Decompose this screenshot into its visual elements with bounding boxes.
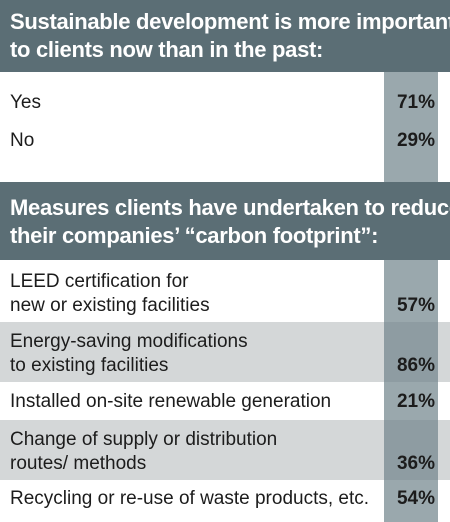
row-label: LEED certification for new or existing f… (10, 270, 210, 318)
row-label-line: to existing facilities (10, 355, 169, 376)
section-1-rows: Yes 71% No 29% (0, 72, 450, 182)
row-value: 54% (396, 488, 435, 509)
section-1-title-line-1: Sustainable development is more importan… (10, 9, 450, 34)
table-row: Yes 71% (0, 86, 450, 116)
row-label-line: routes/ methods (10, 453, 147, 474)
table-row: Energy-saving modifications to existing … (0, 322, 450, 382)
row-value: 21% (396, 391, 435, 412)
section-1-title-line-2: to clients now than in the past: (10, 37, 324, 62)
row-label-line: Recycling or re-use of waste products, e… (10, 488, 370, 509)
row-label: Yes (10, 91, 41, 115)
row-label: Change of supply or distribution routes/… (10, 428, 277, 476)
table-row: LEED certification for new or existing f… (0, 260, 450, 322)
row-label: Installed on-site renewable generation (10, 390, 331, 414)
section-2-rows: LEED certification for new or existing f… (0, 260, 450, 522)
row-label-line: Installed on-site renewable generation (10, 391, 332, 412)
row-label: No (10, 129, 34, 153)
row-label-line: LEED certification for (10, 271, 189, 292)
row-value: 36% (396, 453, 435, 474)
section-1-header: Sustainable development is more importan… (0, 0, 450, 72)
section-2-header: Measures clients have undertaken to redu… (0, 182, 450, 260)
row-value: 57% (396, 295, 435, 316)
table-row: Recycling or re-use of waste products, e… (0, 480, 450, 522)
row-label-line: Change of supply or distribution (10, 429, 278, 450)
section-2-title-line-2: their companies’ “carbon footprint”: (10, 223, 379, 248)
section-1-value-column (384, 72, 438, 182)
row-label-line: new or existing facilities (10, 295, 210, 316)
table-row: No 29% (0, 124, 450, 154)
row-value: 71% (396, 92, 435, 113)
row-label-line: Energy-saving modifications (10, 331, 248, 352)
row-value: 86% (396, 355, 435, 376)
table-row: Installed on-site renewable generation 2… (0, 382, 450, 420)
row-label-line: Yes (10, 92, 41, 113)
section-2-title-line-1: Measures clients have undertaken to redu… (10, 195, 450, 220)
row-label-line: No (10, 130, 35, 151)
row-label: Energy-saving modifications to existing … (10, 330, 248, 378)
value-cell-background (384, 382, 438, 420)
row-value: 29% (396, 130, 435, 151)
table-row: Change of supply or distribution routes/… (0, 420, 450, 480)
value-cell-background (384, 322, 438, 382)
row-label: Recycling or re-use of waste products, e… (10, 487, 369, 511)
value-cell-background (384, 480, 438, 522)
value-cell-background (384, 260, 438, 322)
value-cell-background (384, 420, 438, 480)
